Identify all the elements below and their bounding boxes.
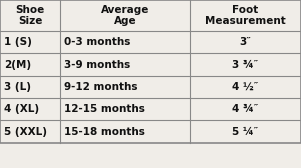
Text: 15-18 months: 15-18 months [64, 127, 145, 137]
Bar [0, 0, 301, 31]
Bar [0, 0, 301, 143]
Text: 0-3 months: 0-3 months [64, 37, 131, 47]
Text: 5 ¼″: 5 ¼″ [232, 127, 259, 137]
Text: Average
Age: Average Age [101, 5, 149, 26]
Bar [0, 53, 301, 76]
Text: 3-9 months: 3-9 months [64, 60, 130, 70]
Text: 1 (S): 1 (S) [4, 37, 32, 47]
Text: Shoe
Size: Shoe Size [15, 5, 45, 26]
Text: 2(M): 2(M) [4, 60, 31, 70]
Text: Foot
Measurement: Foot Measurement [205, 5, 286, 26]
Text: 3 (L): 3 (L) [4, 82, 31, 92]
Text: 12-15 months: 12-15 months [64, 104, 145, 114]
Text: 5 (XXL): 5 (XXL) [4, 127, 47, 137]
Bar [0, 120, 301, 143]
Text: 4 (XL): 4 (XL) [4, 104, 39, 114]
Text: 4 ¾″: 4 ¾″ [232, 104, 259, 114]
Text: 3 ¾″: 3 ¾″ [232, 60, 259, 70]
Text: 9-12 months: 9-12 months [64, 82, 138, 92]
Bar [0, 98, 301, 120]
Text: 3″: 3″ [239, 37, 251, 47]
Text: 4 ½″: 4 ½″ [232, 82, 259, 92]
Bar [0, 76, 301, 98]
Bar [0, 31, 301, 53]
